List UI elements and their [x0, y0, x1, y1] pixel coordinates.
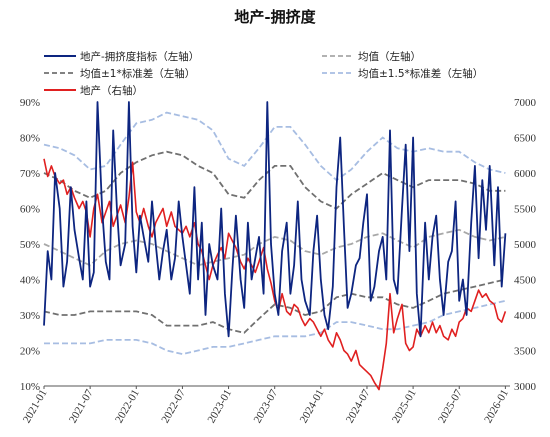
y-right-tick-label: 6500	[514, 133, 537, 145]
x-tick-label: 2025-07	[436, 387, 465, 425]
y-left-tick-label: 70%	[20, 168, 40, 180]
x-tick-label: 2023-01	[205, 388, 234, 426]
legend-label-crowding: 地产-拥挤度指标（左轴）	[80, 50, 199, 63]
x-tick-label: 2022-07	[159, 387, 188, 425]
x-axis: 2021-01 2021-07 2022-01 2022-07 2023-01 2023-…	[21, 386, 511, 425]
upper-1.5sd-line	[43, 111, 506, 182]
y-left-tick-label: 80%	[20, 133, 40, 145]
x-tick-label: 2026-01	[482, 387, 511, 425]
y-right-tick-label: 5500	[514, 204, 537, 216]
y-right-axis: 3000 3500 4000 4500 5000 5500 6000 6500 7000	[514, 97, 537, 393]
legend-label-band1: 均值±1*标准差（左轴）	[80, 67, 195, 80]
y-left-axis: 10% 20% 30% 40% 50% 60% 70% 80% 90%	[20, 97, 40, 393]
legend-label-band15: 均值±1.5*标准差（左轴）	[358, 67, 483, 80]
legend: 地产-拥挤度指标（左轴） 均值（左轴） 均值±1*标准差（左轴） 均值±1.5*…	[44, 50, 483, 97]
y-right-tick-label: 4000	[514, 310, 537, 322]
upper-1sd-line	[43, 150, 506, 210]
chart-title: 地产-拥挤度	[234, 8, 316, 26]
y-left-tick-label: 10%	[20, 381, 40, 393]
x-tick-label: 2023-07	[252, 387, 281, 425]
y-left-tick-label: 20%	[20, 346, 40, 358]
x-tick-label: 2025-01	[390, 388, 419, 426]
legend-label-index: 地产（右轴）	[80, 84, 143, 97]
y-left-tick-label: 60%	[20, 204, 40, 216]
y-left-tick-label: 40%	[20, 275, 40, 287]
y-right-tick-label: 6000	[514, 168, 537, 180]
series-layer	[43, 101, 507, 391]
y-right-tick-label: 5000	[514, 239, 537, 251]
lower-1sd-line	[43, 278, 506, 334]
x-tick-label: 2024-07	[344, 387, 373, 425]
legend-label-mean: 均值（左轴）	[358, 50, 421, 63]
x-tick-label: 2021-01	[21, 388, 50, 426]
y-left-tick-label: 50%	[20, 239, 40, 251]
y-right-tick-label: 7000	[514, 97, 537, 109]
y-right-tick-label: 3500	[514, 346, 537, 358]
x-tick-label: 2022-01	[113, 388, 142, 426]
crowding-line	[43, 101, 507, 338]
y-left-tick-label: 30%	[20, 310, 40, 322]
x-tick-label: 2021-07	[67, 387, 96, 425]
index-line	[43, 158, 507, 391]
y-right-tick-label: 4500	[514, 275, 537, 287]
y-left-tick-label: 90%	[20, 97, 40, 109]
y-right-tick-label: 3000	[514, 381, 537, 393]
lower-1.5sd-line	[44, 299, 506, 356]
x-tick-label: 2024-01	[298, 388, 327, 426]
mean-line	[43, 228, 506, 267]
